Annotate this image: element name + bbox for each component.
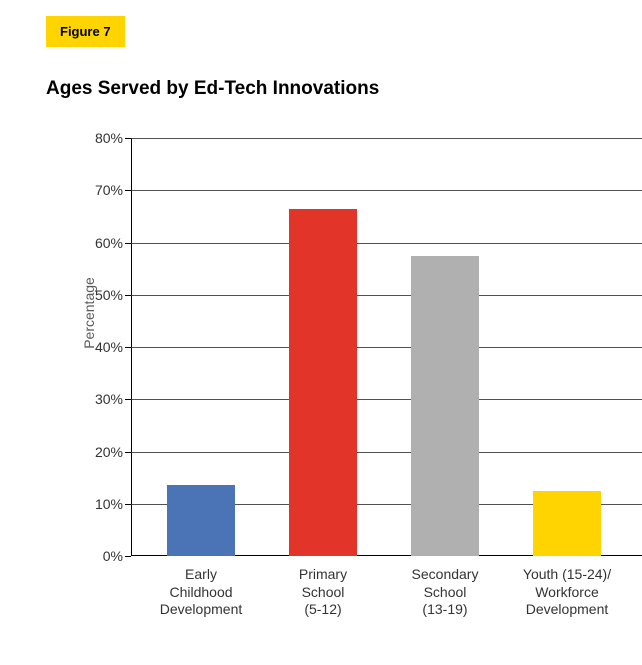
bar — [289, 209, 357, 556]
y-tick-label: 0% — [103, 548, 123, 564]
gridline — [131, 295, 642, 296]
gridline — [131, 347, 642, 348]
bar — [167, 485, 235, 556]
gridline — [131, 190, 642, 191]
gridline — [131, 138, 642, 139]
x-tick-label: EarlyChildhoodDevelopment — [143, 566, 259, 619]
gridline — [131, 452, 642, 453]
x-tick-label: SecondarySchool(13-19) — [387, 566, 503, 619]
gridline — [131, 399, 642, 400]
figure-badge: Figure 7 — [46, 16, 125, 47]
y-tick-label: 80% — [95, 130, 123, 146]
bar — [411, 256, 479, 556]
gridline — [131, 243, 642, 244]
x-tick-label: Youth (15-24)/WorkforceDevelopment — [509, 566, 625, 619]
chart-title: Ages Served by Ed-Tech Innovations — [46, 78, 379, 100]
y-tick-label: 70% — [95, 182, 123, 198]
y-tick-label: 20% — [95, 444, 123, 460]
y-tick-label: 40% — [95, 339, 123, 355]
y-axis-label: Percentage — [81, 277, 97, 349]
bar-chart: 0%10%20%30%40%50%60%70%80% EarlyChildhoo… — [131, 138, 642, 556]
y-tick-label: 30% — [95, 391, 123, 407]
y-tick-label: 10% — [95, 496, 123, 512]
y-tick-mark — [125, 556, 131, 557]
y-tick-label: 50% — [95, 287, 123, 303]
y-tick-label: 60% — [95, 235, 123, 251]
x-tick-label: PrimarySchool(5-12) — [265, 566, 381, 619]
bar — [533, 491, 601, 556]
